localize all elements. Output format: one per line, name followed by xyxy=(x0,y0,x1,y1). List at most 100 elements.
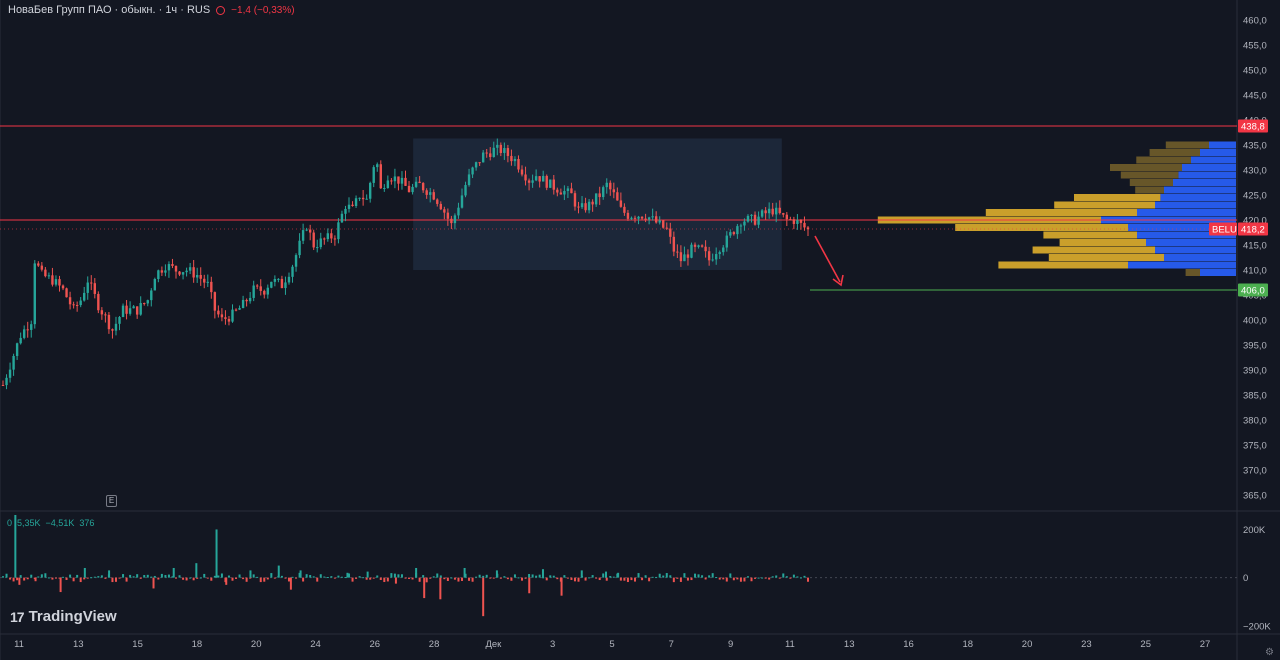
volume-spike-bar xyxy=(463,567,466,578)
candle-body xyxy=(319,238,322,248)
volume-profile-buy-bar xyxy=(1146,239,1236,246)
candle-body xyxy=(545,175,548,188)
volume-spike-bar xyxy=(289,577,292,590)
candle-body xyxy=(665,227,668,229)
volume-bar xyxy=(132,576,135,578)
volume-bar xyxy=(309,575,312,578)
volume-bar xyxy=(167,574,170,578)
candle-body xyxy=(259,286,262,291)
candle-body xyxy=(623,206,626,213)
candle-body xyxy=(481,152,485,163)
candle-body xyxy=(630,217,633,219)
candle-body xyxy=(647,217,651,220)
tradingview-logo[interactable]: 17 TradingView xyxy=(10,608,117,625)
volume-bar xyxy=(722,577,725,580)
candle-body xyxy=(354,198,358,206)
volume-spike-bar xyxy=(415,567,418,578)
volume-bar xyxy=(23,577,26,581)
volume-bar xyxy=(287,577,290,582)
volume-bar xyxy=(326,576,329,578)
volume-bar xyxy=(690,577,693,581)
volume-bar xyxy=(383,577,386,583)
volume-profile-sell-bar xyxy=(1059,239,1146,246)
candle-body xyxy=(485,152,488,154)
volume-bar xyxy=(256,576,259,578)
time-tick-label: 26 xyxy=(370,639,381,650)
candle-body xyxy=(591,201,594,205)
candle-body xyxy=(167,264,171,271)
candle-body xyxy=(143,303,146,305)
candle-body xyxy=(683,254,686,262)
candle-body xyxy=(471,167,474,175)
volume-bar xyxy=(97,576,100,578)
candle-body xyxy=(316,247,319,249)
volume-bar xyxy=(768,577,771,580)
volume-spike-bar xyxy=(195,563,198,578)
current-price-label: 418,2 xyxy=(1241,225,1265,236)
candle-body xyxy=(308,229,312,233)
volume-bar xyxy=(704,577,707,580)
volume-bar xyxy=(436,573,439,578)
candle-body xyxy=(764,210,767,214)
volume-spike-bar xyxy=(59,577,62,593)
settings-icon[interactable]: ⚙ xyxy=(1265,647,1274,658)
candle-body xyxy=(58,279,61,286)
candle-body xyxy=(1,385,5,386)
candle-body xyxy=(605,182,608,188)
volume-bar xyxy=(662,575,665,578)
candle-body xyxy=(266,287,270,295)
volume-bar xyxy=(390,573,393,578)
candle-body xyxy=(12,355,15,370)
candle-body xyxy=(157,270,160,279)
volume-bar xyxy=(2,576,4,578)
candle-body xyxy=(263,290,266,295)
volume-bar xyxy=(9,577,12,580)
volume-bar xyxy=(337,575,340,578)
volume-profile-sell-bar xyxy=(985,209,1137,216)
volume-bar xyxy=(775,575,778,578)
candle-body xyxy=(573,193,577,207)
candle-body xyxy=(541,175,545,182)
candle-body xyxy=(594,193,598,205)
volume-bar xyxy=(517,577,520,579)
volume-spike-bar xyxy=(172,567,175,578)
candle-body xyxy=(351,204,354,206)
forecast-arrow-line xyxy=(814,235,841,283)
volume-bar xyxy=(86,577,89,579)
volume-spike-bar xyxy=(394,577,397,584)
candle-body xyxy=(464,185,467,196)
candle-body xyxy=(559,192,563,195)
candle-body xyxy=(164,270,167,273)
candle-body xyxy=(453,215,457,224)
candle-body xyxy=(414,181,418,187)
volume-bar xyxy=(393,573,396,578)
volume-bar xyxy=(231,577,234,581)
candle-body xyxy=(210,281,213,293)
volume-bar xyxy=(160,573,163,578)
candle-body xyxy=(725,235,728,248)
symbol-title[interactable]: НоваБев Групп ПАО · обыкн. · 1ч · RUS xyxy=(8,4,211,16)
time-tick-label: 5 xyxy=(609,639,614,650)
candle-body xyxy=(376,164,379,168)
volume-bar xyxy=(150,576,153,578)
volume-bar xyxy=(365,577,368,580)
volume-bar xyxy=(58,577,61,579)
earnings-marker[interactable]: E xyxy=(106,495,117,507)
volume-bar xyxy=(76,574,79,578)
volume-bar xyxy=(189,577,192,579)
price-tick-label: 385,0 xyxy=(1243,391,1267,402)
candle-body xyxy=(15,343,19,356)
candle-body xyxy=(602,187,605,198)
candle-body xyxy=(570,188,573,194)
candle-body xyxy=(789,219,792,221)
time-tick-label: 16 xyxy=(903,639,914,650)
volume-bar xyxy=(595,577,598,579)
candle-body xyxy=(72,304,75,306)
volume-bar xyxy=(26,577,29,580)
volume-tick-label: −200K xyxy=(1243,621,1271,632)
volume-bar xyxy=(175,577,178,579)
candle-body xyxy=(517,159,520,170)
volume-bar xyxy=(482,575,485,578)
volume-value-2: 5,35K xyxy=(17,518,41,528)
